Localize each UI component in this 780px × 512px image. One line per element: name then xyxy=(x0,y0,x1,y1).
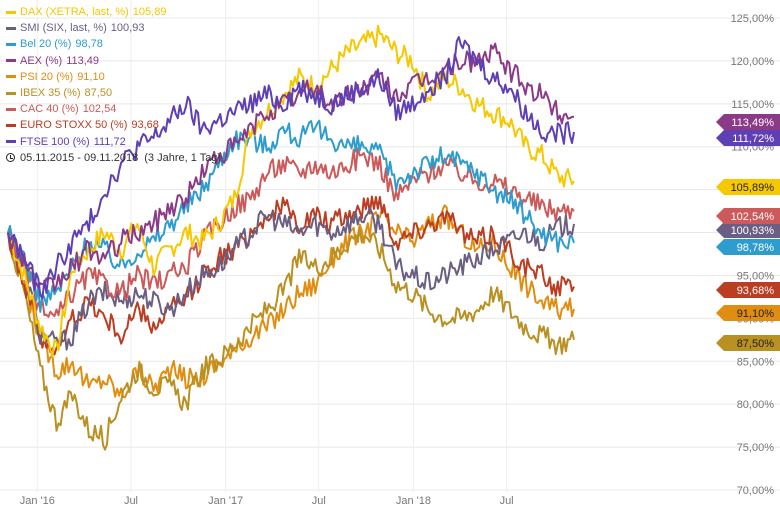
legend-value: 111,72 xyxy=(93,135,126,148)
legend-item[interactable]: IBEX 35 (%) 87,50 xyxy=(6,85,221,101)
legend-swatch xyxy=(6,140,16,144)
legend-value: 98,78 xyxy=(75,38,103,51)
badge-label: 91,10% xyxy=(737,308,775,320)
clock-icon xyxy=(6,153,15,163)
legend-item[interactable]: DAX (XETRA, last, %) 105,89 xyxy=(6,4,221,20)
legend-swatch xyxy=(6,75,16,79)
y-tick-label: 115,00% xyxy=(731,99,774,111)
series-line xyxy=(7,36,575,300)
badge-shape xyxy=(716,130,780,146)
badge-label: 111,72% xyxy=(732,133,774,145)
legend-item[interactable]: CAC 40 (%) 102,54 xyxy=(6,101,221,117)
x-tick-label: Jan '18 xyxy=(396,495,431,507)
x-tick-label: Jul xyxy=(124,495,138,507)
legend-label: DAX (XETRA, last, %) xyxy=(20,6,129,18)
series-line xyxy=(7,206,575,351)
legend-item[interactable]: EURO STOXX 50 (%) 93,68 xyxy=(6,117,221,133)
last-value-badge: 105,89% xyxy=(716,179,780,195)
y-tick-label: 75,00% xyxy=(737,442,775,454)
legend-swatch xyxy=(6,124,16,128)
y-tick-label: 80,00% xyxy=(737,399,775,411)
badge-label: 87,50% xyxy=(737,338,775,350)
legend-label: PSI 20 (%) xyxy=(20,70,74,83)
y-tick-label: 70,00% xyxy=(737,485,775,497)
x-tick-label: Jul xyxy=(500,495,514,507)
badge-shape xyxy=(716,114,780,130)
last-value-badge: 93,68% xyxy=(716,282,780,298)
badge-label: 102,54% xyxy=(731,211,775,223)
last-value-badge: 98,78% xyxy=(716,239,780,255)
series-line xyxy=(7,195,575,356)
y-tick-label: 125,00% xyxy=(731,13,775,25)
period-text: 05.11.2015 - 09.11.2018 xyxy=(20,151,139,164)
badge-label: 93,68% xyxy=(737,285,775,297)
legend-item[interactable]: PSI 20 (%) 91,10 xyxy=(6,69,221,85)
badge-label: 98,78% xyxy=(737,242,775,254)
last-value-badge: 91,10% xyxy=(716,305,780,321)
x-tick-label: Jul xyxy=(312,495,326,507)
last-value-badge: 100,93% xyxy=(716,222,780,238)
legend-label: IBEX 35 (%) xyxy=(20,87,81,100)
badge-shape xyxy=(716,208,780,224)
series-line xyxy=(7,119,575,313)
legend-value: 113,49 xyxy=(66,54,100,67)
badge-shape xyxy=(716,179,780,195)
legend: DAX (XETRA, last, %) 105,89 SMI (SIX, last… xyxy=(6,4,221,166)
last-value-badge: 102,54% xyxy=(716,208,780,224)
legend-swatch xyxy=(6,43,16,46)
x-axis: Jan '16 Jul Jan '17 Jul Jan '18 Jul xyxy=(20,495,514,507)
legend-label: CAC 40 (%) xyxy=(20,103,79,116)
badge-shape xyxy=(716,335,780,351)
last-value-badge: 111,72% xyxy=(716,130,780,146)
legend-swatch xyxy=(6,26,16,30)
legend-value: 91,10 xyxy=(77,70,105,83)
badge-shape xyxy=(716,305,780,321)
badge-label: 100,93% xyxy=(731,225,775,237)
legend-item[interactable]: AEX (%) 113,49 xyxy=(6,53,221,69)
legend-value: 105,89 xyxy=(132,6,167,18)
series-line xyxy=(7,24,575,358)
legend-label: Bel 20 (%) xyxy=(20,38,72,51)
last-value-badges: 105,89% 100,93% 98,78% 113,49% 91,10% 87,50% 1… xyxy=(716,114,780,351)
series-line xyxy=(7,42,575,292)
legend-swatch xyxy=(6,91,16,95)
legend-value: 100,93 xyxy=(110,22,145,35)
period-row: 05.11.2015 - 09.11.2018 (3 Jahre, 1 Tag) xyxy=(6,150,221,166)
period-span: (3 Jahre, 1 Tag) xyxy=(144,151,222,164)
legend-swatch xyxy=(6,59,16,63)
legend-swatch xyxy=(6,107,16,111)
legend-label: AEX (%) xyxy=(20,54,63,67)
last-value-badge: 87,50% xyxy=(716,335,780,351)
legend-item[interactable]: Bel 20 (%) 98,78 xyxy=(6,36,221,52)
y-tick-label: 120,00% xyxy=(731,56,775,68)
legend-label: SMI (SIX, last, %) xyxy=(20,22,107,35)
legend-value: 102,54 xyxy=(82,103,117,116)
legend-value: 93,68 xyxy=(131,119,159,132)
legend-label: EURO STOXX 50 (%) xyxy=(20,119,128,132)
x-tick-label: Jan '17 xyxy=(208,495,243,507)
y-tick-label: 95,00% xyxy=(737,270,775,282)
badge-label: 105,89% xyxy=(731,182,775,194)
series-line xyxy=(7,227,575,451)
legend-item[interactable]: SMI (SIX, last, %) 100,93 xyxy=(6,20,221,36)
series-line xyxy=(7,147,575,318)
series-line xyxy=(7,204,575,399)
legend-value: 87,50 xyxy=(84,87,113,100)
last-value-badge: 113,49% xyxy=(716,114,780,130)
y-tick-label: 85,00% xyxy=(737,356,775,368)
legend-label: FTSE 100 (%) xyxy=(20,135,90,148)
badge-shape xyxy=(716,222,780,238)
badge-shape xyxy=(716,239,780,255)
legend-item[interactable]: FTSE 100 (%) 111,72 xyxy=(6,134,221,150)
badge-shape xyxy=(716,282,780,298)
legend-swatch xyxy=(6,10,16,14)
x-tick-label: Jan '16 xyxy=(20,495,55,507)
badge-label: 113,49% xyxy=(731,117,774,129)
series-lines xyxy=(7,24,575,451)
